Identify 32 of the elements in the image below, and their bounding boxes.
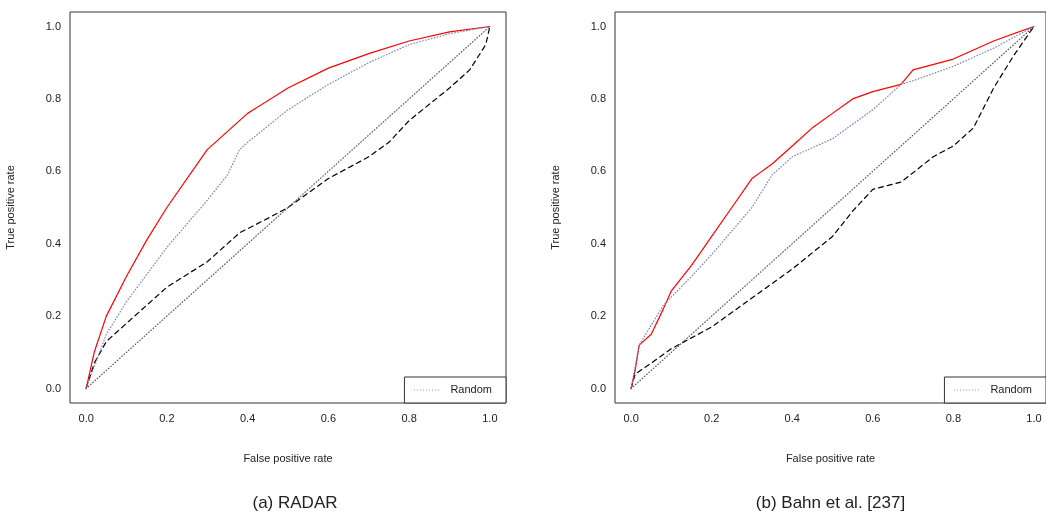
- text: (a) RADAR: [251, 493, 339, 513]
- y-tick-label: 0.4: [590, 236, 606, 249]
- y-tick-label: 1.0: [590, 19, 606, 32]
- legend-label: Random: [990, 383, 1032, 396]
- text: (b) Bahn et al. [237]: [754, 493, 907, 513]
- x-tick-label: 1.0: [482, 411, 498, 424]
- x-tick-label: 0.4: [784, 411, 800, 424]
- y-tick-label: 0.8: [590, 91, 606, 104]
- y-tick-label: 0.0: [45, 381, 61, 394]
- y-tick-label: 0.6: [45, 164, 61, 177]
- y-tick-label: 0.8: [45, 91, 61, 104]
- legend-label: Random: [450, 383, 492, 396]
- y-tick-label: 0.2: [45, 309, 61, 322]
- y-tick-label: 0.0: [590, 381, 606, 394]
- x-tick-label: 0.0: [623, 411, 639, 424]
- y-axis-title: True positive rate: [548, 165, 561, 250]
- y-axis-title: True positive rate: [3, 165, 16, 250]
- y-tick-label: 0.2: [590, 309, 606, 322]
- y-tick-label: 0.4: [45, 236, 61, 249]
- x-tick-label: 0.6: [865, 411, 881, 424]
- x-tick-label: 0.4: [239, 411, 256, 424]
- x-tick-label: 1.0: [1026, 411, 1042, 424]
- x-tick-label: 0.8: [401, 411, 417, 424]
- x-tick-label: 0.2: [704, 411, 720, 424]
- x-tick-label: 0.0: [78, 411, 94, 424]
- x-axis-title: False positive rate: [785, 452, 876, 465]
- x-axis-title: False positive rate: [243, 452, 333, 465]
- y-tick-label: 0.6: [590, 164, 606, 177]
- x-tick-label: 0.8: [945, 411, 961, 424]
- x-tick-label: 0.2: [159, 411, 175, 424]
- y-tick-label: 1.0: [45, 19, 61, 32]
- x-tick-label: 0.6: [320, 411, 337, 424]
